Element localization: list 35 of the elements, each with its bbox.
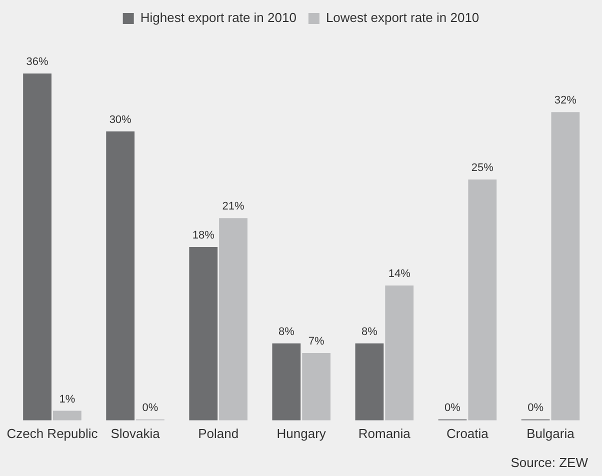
data-label: 30% [109,114,132,126]
x-tick-label: Poland [198,426,239,441]
bar [468,180,497,420]
bar [302,352,331,420]
data-label: 18% [192,230,215,242]
data-label: 7% [308,335,324,348]
data-label: 0% [528,402,544,414]
data-label: 25% [471,162,494,174]
data-label: 8% [278,326,295,338]
data-label: 8% [362,326,378,338]
bar [106,131,135,420]
legend-label: Lowest export rate in 2010 [326,10,480,26]
data-label: 0% [142,402,158,414]
bar [52,410,82,420]
bar [385,286,414,420]
bar [23,74,52,420]
bar [219,218,248,420]
source-note: Source: ZEW [510,455,588,470]
bar [551,112,580,420]
bar [355,343,384,420]
bar [272,343,301,420]
x-tick-label: Croatia [446,426,490,441]
data-label: 14% [388,268,411,280]
data-label: 0% [444,402,461,414]
x-tick-label: Czech Republic [6,426,98,441]
bar [189,246,218,420]
data-label: 32% [554,94,577,107]
data-label: 1% [59,393,76,406]
x-tick-label: Romania [358,426,412,441]
data-label: 36% [26,56,49,68]
x-tick-label: Slovakia [110,426,161,441]
x-tick-label: Hungary [276,426,326,441]
data-label: 21% [222,200,244,213]
legend-label: Highest export rate in 2010 [140,10,296,26]
x-tick-label: Bulgaria [526,426,576,441]
